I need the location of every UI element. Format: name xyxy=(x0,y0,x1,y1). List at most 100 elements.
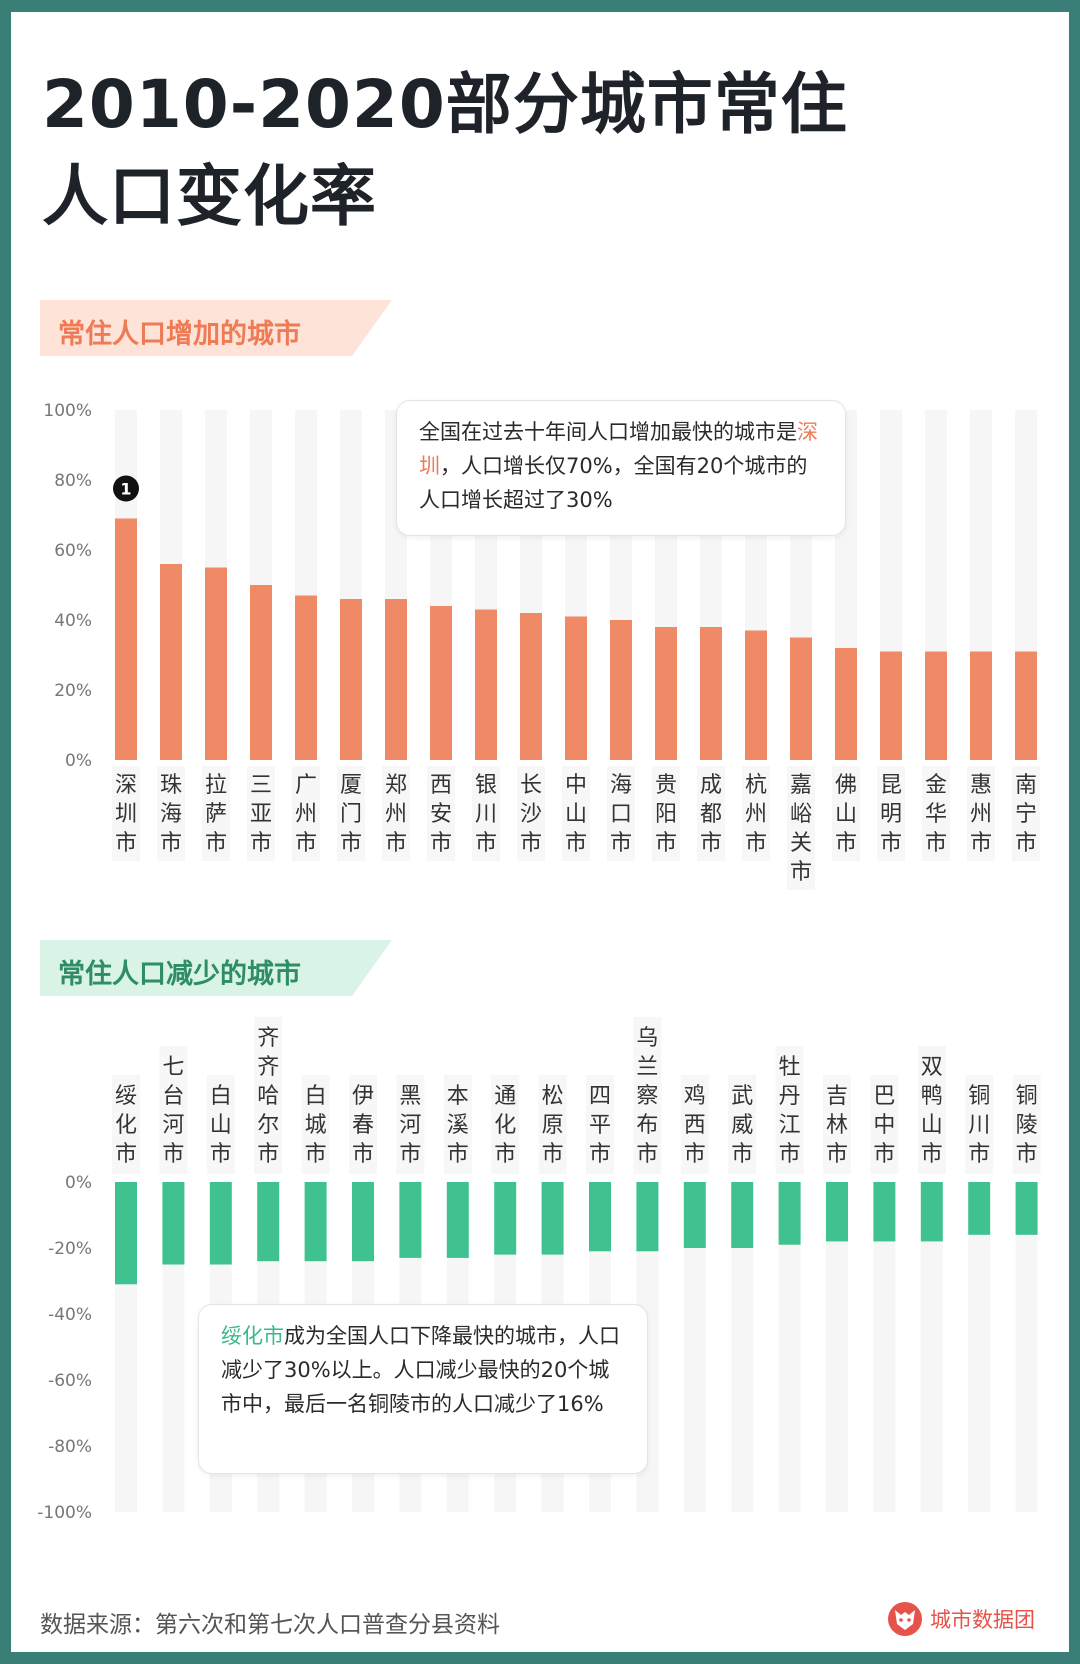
bar xyxy=(352,1182,374,1262)
category-label: 宁 xyxy=(1015,802,1037,827)
category-label: 绥 xyxy=(115,1084,137,1109)
category-label: 南 xyxy=(1015,773,1037,798)
category-label: 市 xyxy=(542,1142,564,1167)
bar xyxy=(475,609,497,760)
bar xyxy=(880,651,902,760)
category-label: 昆 xyxy=(880,773,902,798)
category-label: 广 xyxy=(295,773,317,798)
category-label: 杭 xyxy=(745,773,767,798)
category-label: 双 xyxy=(921,1055,943,1080)
rank-badge xyxy=(113,475,139,502)
category-label: 市 xyxy=(162,1142,184,1167)
category-label-bg xyxy=(697,766,725,861)
increase-callout-text: 全国在过去十年间人口增加最快的城市是 xyxy=(419,420,797,444)
category-label: 海 xyxy=(610,773,632,798)
category-label: 口 xyxy=(610,802,632,827)
category-label: 深 xyxy=(115,773,137,798)
y-tick-label: 0% xyxy=(65,751,92,771)
category-label-bg xyxy=(472,766,500,861)
category-label: 峪 xyxy=(790,802,812,827)
category-label: 长 xyxy=(520,773,542,798)
y-tick-label: 20% xyxy=(54,681,92,701)
category-label: 伊 xyxy=(352,1084,374,1109)
category-label-bg xyxy=(206,1075,235,1174)
bar-track xyxy=(920,1182,943,1512)
category-label: 市 xyxy=(779,1142,801,1167)
category-label: 春 xyxy=(352,1113,374,1138)
category-label: 化 xyxy=(115,1113,137,1138)
category-label: 市 xyxy=(160,831,182,856)
category-label: 化 xyxy=(494,1113,516,1138)
increase-callout: 全国在过去十年间人口增加最快的城市是深圳，人口增长仅70%，全国有20个城市的人… xyxy=(396,400,846,536)
category-label: 威 xyxy=(731,1113,753,1138)
category-label: 西 xyxy=(430,773,452,798)
category-label: 武 xyxy=(731,1084,753,1109)
bar xyxy=(304,1182,327,1262)
category-label: 阳 xyxy=(655,802,677,827)
category-label: 郑 xyxy=(385,773,407,798)
category-label: 市 xyxy=(475,831,497,856)
bar xyxy=(340,599,362,760)
bar-track xyxy=(968,1182,991,1512)
category-label: 齐 xyxy=(257,1026,279,1051)
category-label: 川 xyxy=(475,802,497,827)
y-tick-label: -40% xyxy=(48,1305,92,1325)
bar-track xyxy=(731,1182,754,1512)
category-label: 牡 xyxy=(779,1055,801,1080)
category-label: 中 xyxy=(873,1113,895,1138)
category-label: 市 xyxy=(1016,1142,1038,1167)
category-label: 市 xyxy=(115,1142,137,1167)
bar xyxy=(835,648,857,760)
category-label: 市 xyxy=(745,831,767,856)
category-label: 市 xyxy=(925,831,947,856)
y-tick-label: -100% xyxy=(37,1503,92,1523)
category-label: 华 xyxy=(925,802,947,827)
category-label: 市 xyxy=(250,831,272,856)
bar xyxy=(541,1182,564,1255)
category-label-bg xyxy=(443,1075,472,1174)
bar xyxy=(683,1182,706,1248)
category-label: 市 xyxy=(115,831,137,856)
bar xyxy=(970,651,992,760)
decrease-callout: 绥化市成为全国人口下降最快的城市，人口减少了30%以上。人口减少最快的20个城市… xyxy=(198,1304,648,1474)
category-label: 察 xyxy=(636,1084,658,1109)
category-label: 贵 xyxy=(655,773,677,798)
category-label: 市 xyxy=(494,1142,516,1167)
bar xyxy=(430,606,452,760)
category-label: 丹 xyxy=(779,1084,801,1109)
y-tick-label: 100% xyxy=(43,401,92,421)
category-label-bg xyxy=(159,1046,188,1174)
category-label: 市 xyxy=(880,831,902,856)
bar xyxy=(1015,651,1037,760)
bar xyxy=(162,1182,185,1265)
category-label: 山 xyxy=(921,1113,943,1138)
category-label: 市 xyxy=(447,1142,469,1167)
category-label-bg xyxy=(870,1075,899,1174)
bar xyxy=(160,564,182,760)
category-label: 鸡 xyxy=(684,1084,706,1109)
category-label: 中 xyxy=(565,773,587,798)
category-label-bg xyxy=(292,766,320,861)
category-label-bg xyxy=(787,766,815,890)
heading-ribbon-orange xyxy=(40,300,392,356)
bar xyxy=(655,627,677,760)
category-label-bg xyxy=(877,766,905,861)
bar xyxy=(968,1182,991,1235)
category-label-bg xyxy=(517,766,545,861)
page-title-line2: 人口变化率 xyxy=(42,158,377,235)
brand-name: 城市数据团 xyxy=(930,1608,1035,1632)
category-label: 乌 xyxy=(636,1026,658,1051)
bar-track xyxy=(826,1182,848,1512)
bar xyxy=(610,620,632,760)
bar xyxy=(1015,1182,1038,1235)
category-label: 七 xyxy=(162,1055,184,1080)
decrease-heading-text: 常住人口减少的城市 xyxy=(58,959,301,990)
category-label-bg xyxy=(742,766,770,861)
category-label: 市 xyxy=(873,1142,895,1167)
category-label: 市 xyxy=(700,831,722,856)
category-label: 成 xyxy=(700,773,722,798)
y-tick-label: 40% xyxy=(54,611,92,631)
category-label: 河 xyxy=(399,1113,421,1138)
category-label: 市 xyxy=(257,1142,279,1167)
increase-section-heading: 常住人口增加的城市 xyxy=(40,300,392,356)
